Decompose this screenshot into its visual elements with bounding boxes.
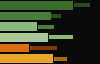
- Bar: [51, 14, 61, 18]
- Bar: [49, 36, 73, 39]
- Bar: [0, 44, 29, 52]
- Bar: [30, 46, 57, 50]
- Bar: [54, 57, 67, 60]
- Bar: [38, 25, 54, 28]
- Bar: [0, 1, 73, 10]
- Bar: [0, 22, 37, 31]
- Bar: [0, 33, 48, 42]
- Bar: [74, 4, 90, 7]
- Bar: [0, 54, 53, 63]
- Bar: [0, 12, 51, 20]
